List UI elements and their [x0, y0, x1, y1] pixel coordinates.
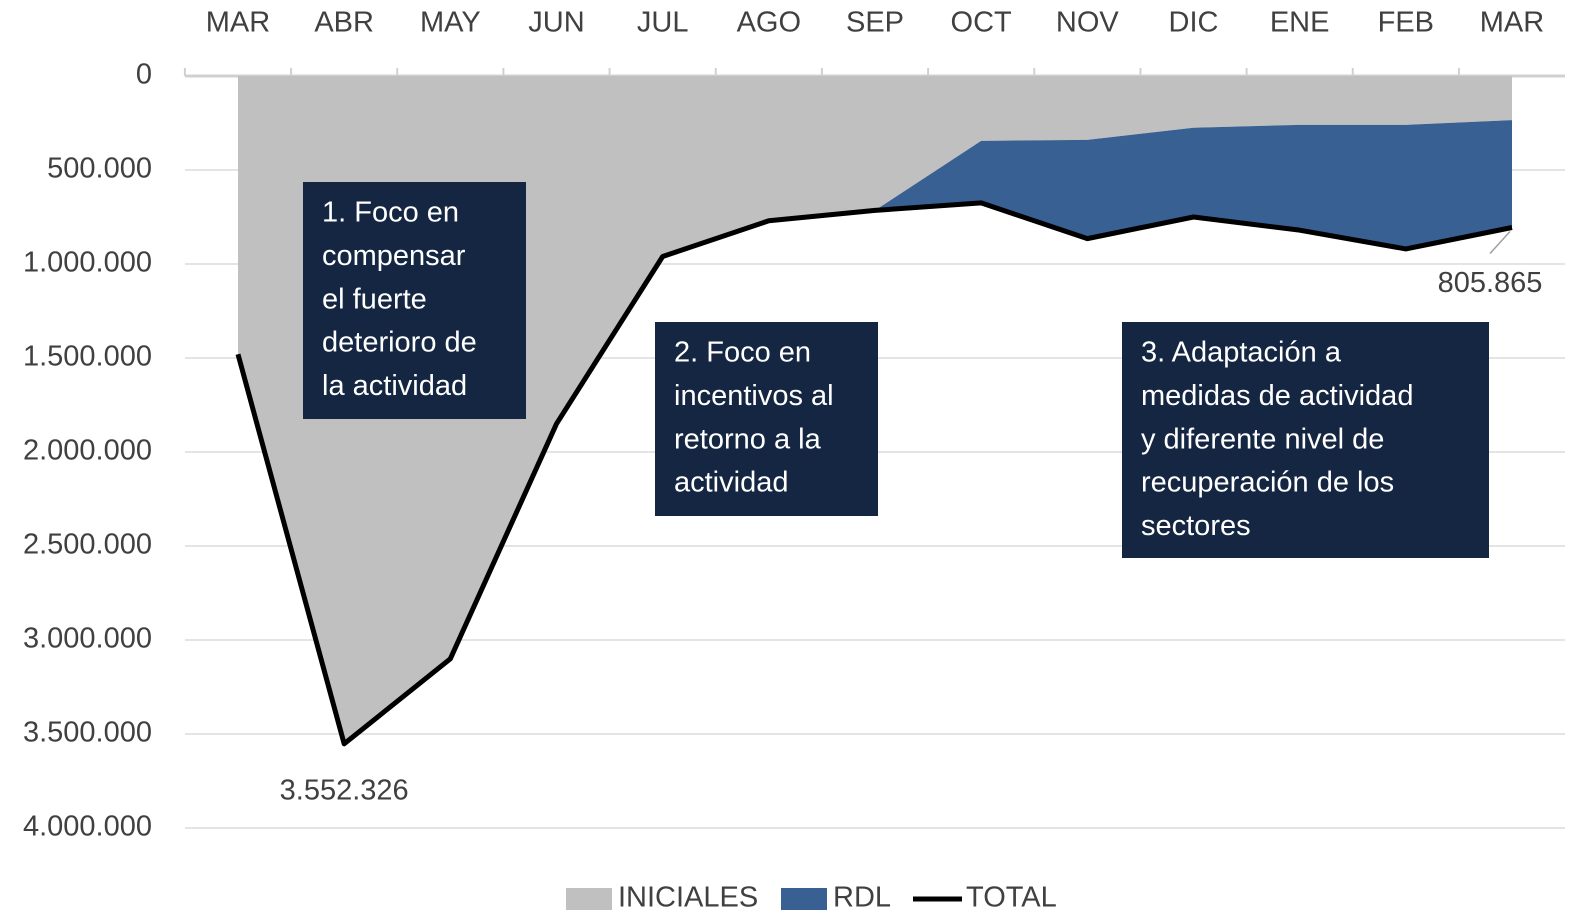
data-label: 3.552.326: [280, 774, 409, 806]
annotation-text: recuperación de los: [1141, 467, 1394, 499]
annotation-box: [303, 182, 526, 419]
x-tick-label: SEP: [846, 7, 904, 39]
total-line: [235, 200, 1513, 747]
y-tick-label: 1.500.000: [23, 341, 152, 373]
annotation-box: [655, 322, 878, 516]
x-tick-label: ENE: [1270, 7, 1330, 39]
y-tick-label: 3.500.000: [23, 717, 152, 749]
x-tick-label: JUL: [637, 7, 689, 39]
x-tick-label: FEB: [1378, 7, 1434, 39]
annotation-text: incentivos al: [674, 380, 834, 412]
annotation-text: compensar: [322, 240, 466, 272]
annotation-text: retorno a la: [674, 423, 822, 455]
y-tick-label: 1.000.000: [23, 247, 152, 279]
leader-line: [1489, 230, 1511, 255]
legend-label: TOTAL: [966, 882, 1057, 914]
legend-swatch: [566, 888, 612, 910]
y-tick-label: 2.000.000: [23, 435, 152, 467]
y-tick-label: 500.000: [47, 153, 152, 185]
annotation-text: sectores: [1141, 510, 1251, 542]
x-tick-label: DIC: [1169, 7, 1219, 39]
x-tick-label: MAY: [420, 7, 481, 39]
annotation-text: 3. Adaptación a: [1141, 337, 1342, 369]
annotation-text: medidas de actividad: [1141, 380, 1413, 412]
y-tick-label: 2.500.000: [23, 529, 152, 561]
annotation-text: actividad: [674, 467, 788, 499]
annotation-text: el fuerte: [322, 283, 427, 315]
data-label: 805.865: [1438, 267, 1543, 299]
x-tick-label: MAR: [206, 7, 270, 39]
legend-label: INICIALES: [618, 882, 758, 914]
x-tick-label: JUN: [528, 7, 584, 39]
x-tick-label: OCT: [951, 7, 1013, 39]
annotation-text: y diferente nivel de: [1141, 423, 1384, 455]
x-tick-label: NOV: [1056, 7, 1120, 39]
annotation-text: la actividad: [322, 370, 467, 402]
x-tick-label: MAR: [1480, 7, 1544, 39]
y-tick-label: 0: [136, 59, 152, 91]
area: [238, 76, 1512, 744]
y-tick-label: 3.000.000: [23, 623, 152, 655]
y-tick-label: 4.000.000: [23, 811, 152, 843]
legend-swatch: [781, 888, 827, 910]
area: [238, 120, 1512, 744]
annotation-text: deterioro de: [322, 327, 477, 359]
legend-label: RDL: [833, 882, 891, 914]
x-tick-label: AGO: [737, 7, 801, 39]
annotation-box: [1122, 322, 1489, 558]
x-tick-label: ABR: [314, 7, 374, 39]
annotation-text: 1. Foco en: [322, 197, 459, 229]
annotation-text: 2. Foco en: [674, 337, 811, 369]
